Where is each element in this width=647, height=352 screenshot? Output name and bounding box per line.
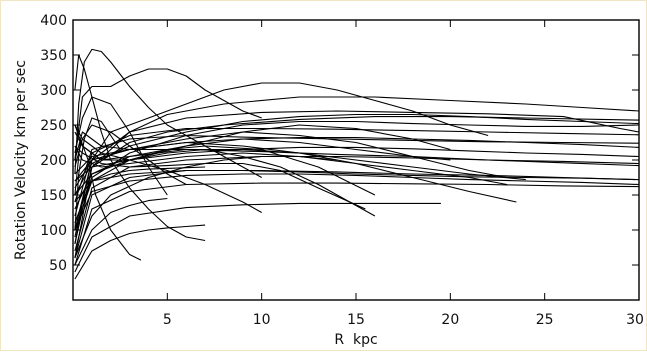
rotation-curve-line-15 xyxy=(74,131,517,203)
x-tick-label: 20 xyxy=(441,312,459,328)
rotation-curve-line-37 xyxy=(74,113,640,196)
rotation-curve-line-26 xyxy=(74,145,376,231)
rotation-curve-line-32 xyxy=(74,96,168,196)
rotation-curve-line-6 xyxy=(74,96,640,259)
x-tick-label: 10 xyxy=(253,312,271,328)
y-tick-label: 50 xyxy=(49,258,67,274)
y-axis-ticks: 50 100 150 200 250 300 350 400 xyxy=(40,13,639,274)
x-axis-title: R kpc xyxy=(334,332,377,348)
x-tick-label: 30 xyxy=(626,312,644,328)
rotation-curve-line-2 xyxy=(74,68,262,161)
y-tick-label: 100 xyxy=(40,223,67,239)
rotation-curve-line-31 xyxy=(74,146,640,182)
rotation-curve-line-29 xyxy=(74,137,640,189)
rotation-curve-line-25 xyxy=(74,197,168,266)
series-group xyxy=(74,48,640,280)
y-tick-label: 400 xyxy=(40,13,67,29)
y-axis-title: Rotation Velocity km per sec xyxy=(13,60,29,260)
rotation-curve-line-30 xyxy=(74,169,640,203)
rotation-curve-line-34 xyxy=(74,117,121,231)
rotation-curve-line-36 xyxy=(74,155,338,259)
x-tick-label: 5 xyxy=(163,312,172,328)
x-tick-label: 15 xyxy=(347,312,365,328)
rotation-curve-line-35 xyxy=(74,166,206,245)
x-axis-ticks: 5 10 15 20 25 30 xyxy=(163,20,644,328)
rotation-curve-line-20 xyxy=(74,145,366,210)
y-tick-label: 350 xyxy=(40,48,67,64)
rotation-curve-line-17 xyxy=(74,145,508,186)
rotation-curve-line-38 xyxy=(74,173,640,231)
rotation-curve-line-33 xyxy=(74,124,187,185)
y-tick-label: 200 xyxy=(40,153,67,169)
y-tick-label: 300 xyxy=(40,83,67,99)
rotation-curve-line-10 xyxy=(74,110,640,238)
y-tick-label: 250 xyxy=(40,118,67,134)
rotation-curve-line-28 xyxy=(74,120,640,224)
x-tick-label: 25 xyxy=(536,312,554,328)
rotation-curve-line-7 xyxy=(74,116,640,245)
rotation-curve-line-23 xyxy=(74,202,441,273)
rotation-curve-line-19 xyxy=(74,124,262,213)
y-tick-label: 150 xyxy=(40,188,67,204)
rotation-curve-line-13 xyxy=(74,182,640,266)
rotation-curve-line-24 xyxy=(74,224,206,280)
